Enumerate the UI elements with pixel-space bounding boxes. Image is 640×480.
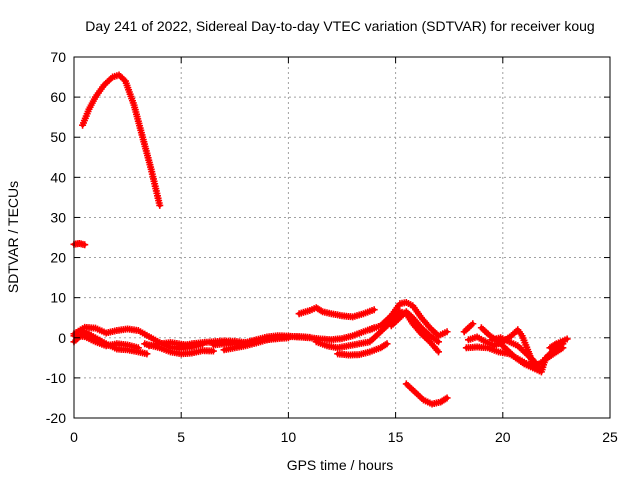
data-point bbox=[81, 241, 89, 249]
data-point bbox=[434, 338, 442, 346]
data-point bbox=[563, 335, 571, 343]
y-tick-label: 30 bbox=[50, 209, 66, 225]
series-arc-1 bbox=[79, 71, 164, 209]
y-tick-label: -20 bbox=[46, 410, 66, 426]
data-point bbox=[134, 344, 142, 352]
x-axis-label: GPS time / hours bbox=[287, 457, 394, 473]
series-arc-11 bbox=[295, 304, 378, 321]
y-tick-label: 40 bbox=[50, 169, 66, 185]
series-arc-15 bbox=[387, 308, 442, 346]
series-arc-14 bbox=[366, 298, 451, 340]
y-tick-label: 50 bbox=[50, 129, 66, 145]
y-tick-label: 10 bbox=[50, 290, 66, 306]
chart-title: Day 241 of 2022, Sidereal Day-to-day VTE… bbox=[85, 18, 594, 34]
y-axis-label: SDTVAR / TECUs bbox=[5, 181, 21, 293]
y-axis-ticks: -20 -10 0 10 20 30 40 50 60 70 bbox=[46, 49, 610, 426]
y-tick-label: 0 bbox=[58, 330, 66, 346]
x-tick-label: 15 bbox=[388, 429, 404, 445]
data-point bbox=[434, 348, 442, 356]
plot-frame bbox=[73, 56, 611, 419]
y-tick-label: 70 bbox=[50, 49, 66, 65]
series-arc-13 bbox=[334, 340, 391, 359]
x-tick-label: 5 bbox=[177, 429, 185, 445]
data-point bbox=[156, 201, 164, 209]
x-tick-label: 20 bbox=[495, 429, 511, 445]
data-point bbox=[443, 328, 451, 336]
series-arc-16 bbox=[402, 380, 451, 408]
x-axis-ticks: 0 5 10 15 20 25 bbox=[70, 57, 618, 445]
series-arc-17 bbox=[460, 320, 477, 336]
x-tick-label: 25 bbox=[602, 429, 618, 445]
data-point bbox=[443, 394, 451, 402]
series-arc-22 bbox=[546, 335, 571, 352]
x-tick-label: 0 bbox=[70, 429, 78, 445]
y-tick-label: 60 bbox=[50, 89, 66, 105]
x-tick-label: 10 bbox=[281, 429, 297, 445]
data-point bbox=[370, 306, 378, 314]
data-point bbox=[383, 340, 391, 348]
data-point bbox=[143, 350, 151, 358]
data-point bbox=[209, 347, 217, 355]
plot-data bbox=[70, 71, 571, 408]
series-arc-5 bbox=[70, 332, 142, 352]
y-tick-label: -10 bbox=[46, 370, 66, 386]
data-point bbox=[469, 320, 477, 328]
series-arc-21 bbox=[488, 334, 539, 366]
data-point bbox=[531, 358, 539, 366]
series-arc-2 bbox=[70, 240, 89, 249]
y-tick-label: 20 bbox=[50, 250, 66, 266]
